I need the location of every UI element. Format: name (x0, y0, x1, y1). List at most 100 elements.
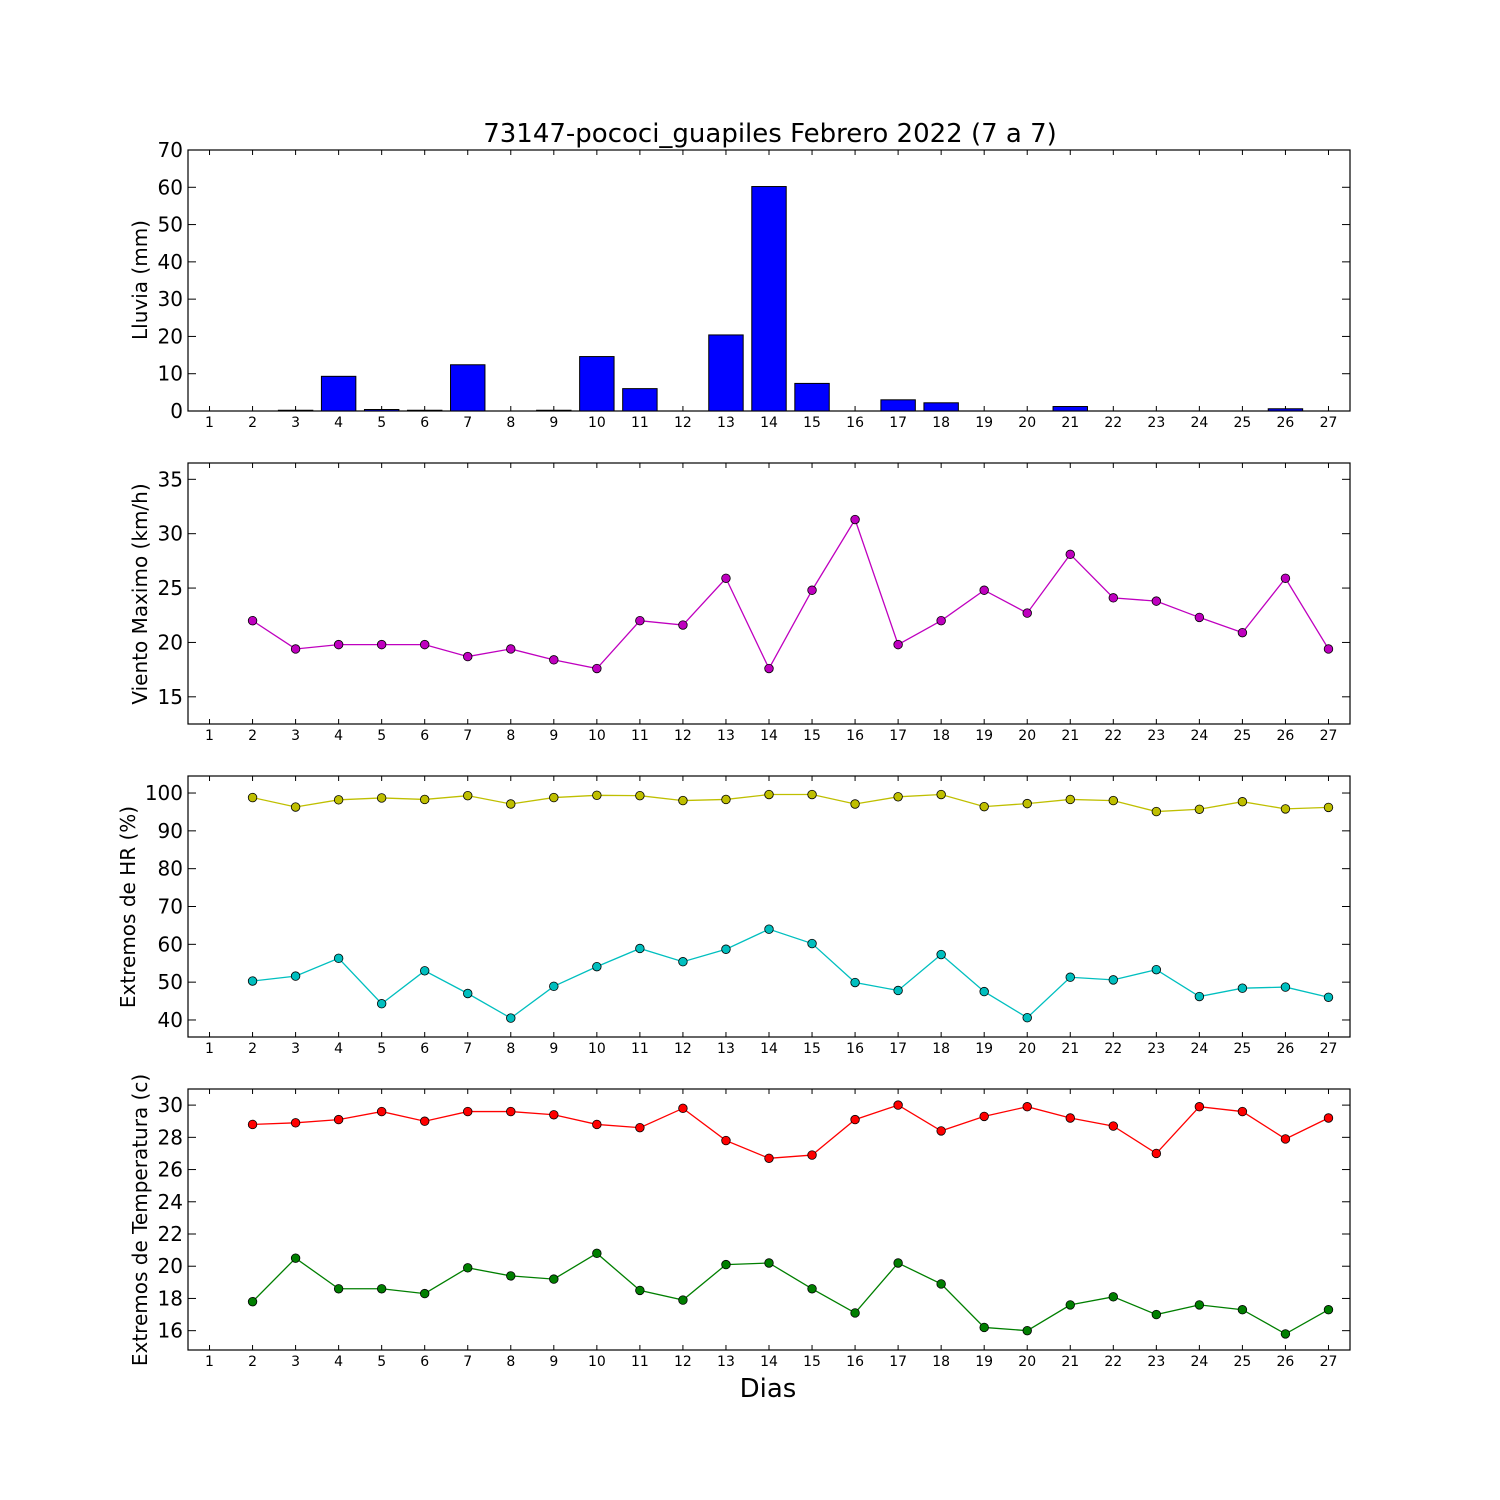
humidity-series-0-point-day-22 (1108, 795, 1118, 806)
rainfall-bar-day-15 (794, 382, 830, 412)
rainfall-ytick-label: 10 (158, 362, 183, 386)
wind-xtick-label: 18 (932, 728, 950, 744)
wind-xtick-label: 5 (377, 728, 386, 744)
temperature-series-1-point-day-19 (979, 1322, 989, 1333)
rainfall-ytick-label: 30 (158, 287, 183, 311)
humidity-xtick-label: 17 (889, 1041, 907, 1057)
rainfall-bar-day-26 (1267, 408, 1304, 412)
wind-series-0-point-day-5 (376, 639, 387, 650)
humidity-series-0-point-day-27 (1323, 802, 1334, 813)
temperature-series-0-point-day-18 (936, 1126, 946, 1136)
humidity-series-0-point-day-6 (420, 794, 430, 805)
rainfall-bar-day-4 (320, 375, 357, 412)
humidity-xtick-label: 6 (420, 1041, 429, 1057)
temperature-series-0-point-day-21 (1065, 1113, 1075, 1123)
humidity-xtick-label: 10 (588, 1041, 606, 1057)
wind-series-0-point-day-2 (247, 615, 258, 626)
humidity-series-1-point-day-21 (1065, 972, 1075, 982)
temperature-series-0-line (252, 1104, 1329, 1159)
temperature-series-1-point-day-21 (1065, 1300, 1075, 1310)
humidity-series-1-point-day-10 (592, 961, 602, 972)
wind-series-0-point-day-3 (290, 644, 301, 654)
humidity-xtick-label: 15 (803, 1041, 821, 1057)
temperature-xtick-label: 19 (975, 1354, 993, 1370)
humidity-series-1-point-day-22 (1108, 975, 1118, 985)
humidity-series-0-point-day-12 (678, 795, 688, 806)
rainfall-xtick-label: 17 (889, 415, 907, 431)
temperature-xtick-label: 4 (334, 1354, 343, 1370)
rainfall-xtick-label: 24 (1190, 415, 1208, 431)
humidity-series-0-point-day-3 (290, 802, 301, 812)
rainfall-ytick-label: 40 (158, 250, 183, 274)
rainfall-bar-day-18 (923, 402, 959, 412)
wind-series-0-point-day-27 (1323, 644, 1334, 654)
temperature-xtick-label: 10 (588, 1354, 606, 1370)
rainfall-xtick-label: 13 (717, 415, 735, 431)
humidity-xtick-label: 24 (1190, 1041, 1208, 1057)
rainfall-xtick-label: 11 (631, 415, 649, 431)
humidity-series-1-point-day-25 (1237, 983, 1248, 993)
wind-xtick-label: 22 (1104, 728, 1122, 744)
temperature-xtick-label: 14 (760, 1354, 778, 1370)
rainfall-ytick-label: 60 (158, 175, 183, 199)
rainfall-bar-day-17 (880, 399, 916, 412)
temperature-series-1-point-day-10 (592, 1248, 602, 1259)
temperature-series-1-point-day-23 (1151, 1309, 1162, 1320)
wind-series-0-point-day-23 (1151, 596, 1162, 606)
temperature-series-0-point-day-23 (1151, 1148, 1162, 1159)
humidity-series-1-point-day-18 (936, 949, 946, 960)
temperature-series-0-point-day-6 (420, 1116, 430, 1126)
temperature-xtick-label: 6 (420, 1354, 429, 1370)
temperature-series-0-point-day-3 (290, 1118, 301, 1128)
temperature-series-1-point-day-11 (635, 1285, 645, 1296)
humidity-series-1-point-day-13 (721, 944, 731, 954)
temperature-series-0-point-day-11 (635, 1122, 645, 1133)
humidity-series-1-point-day-8 (506, 1013, 516, 1023)
temperature-xtick-label: 8 (506, 1354, 515, 1370)
temperature-series-1-point-day-2 (247, 1296, 258, 1307)
wind-xtick-label: 2 (248, 728, 257, 744)
figure-title: 73147-pococi_guapiles Febrero 2022 (7 a … (483, 119, 1057, 149)
temperature-xtick-label: 18 (932, 1354, 950, 1370)
humidity-series-1-point-day-3 (290, 971, 301, 981)
wind-series-0-point-day-13 (721, 573, 731, 583)
rainfall-xtick-label: 9 (549, 415, 558, 431)
wind-series-0-point-day-6 (420, 639, 430, 650)
rainfall-xtick-label: 22 (1104, 415, 1122, 431)
wind-series-0-point-day-10 (592, 663, 602, 674)
temperature-series-0-point-day-24 (1194, 1102, 1205, 1112)
wind-series-0-line (252, 518, 1330, 670)
temperature-series-0-point-day-15 (807, 1150, 817, 1160)
temperature-series-0-point-day-20 (1022, 1102, 1032, 1112)
temperature-series-0-point-day-14 (764, 1153, 774, 1163)
wind-series-0-point-day-14 (764, 663, 774, 674)
rainfall-xtick-label: 5 (377, 415, 386, 431)
humidity-series-0-point-day-5 (376, 793, 387, 803)
wind-xtick-label: 21 (1061, 728, 1079, 744)
rainfall-bar-day-5 (363, 409, 400, 412)
temperature-series-0-point-day-4 (333, 1114, 344, 1125)
temperature-xtick-label: 12 (674, 1354, 692, 1370)
humidity-series-0-point-day-24 (1194, 804, 1205, 814)
temperature-series-1-point-day-6 (420, 1288, 430, 1299)
wind-xtick-label: 15 (803, 728, 821, 744)
temperature-series-1-point-day-13 (721, 1259, 731, 1270)
humidity-series-0-point-day-16 (850, 799, 860, 809)
temperature-series-1-point-day-5 (376, 1284, 387, 1294)
wind-xtick-label: 24 (1190, 728, 1208, 744)
humidity-series-1-point-day-16 (850, 977, 860, 988)
humidity-series-1-point-day-11 (635, 943, 645, 954)
humidity-xtick-label: 3 (291, 1041, 300, 1057)
humidity-series-0-point-day-15 (807, 789, 817, 800)
rainfall-xtick-label: 16 (846, 415, 864, 431)
wind-ytick-label: 25 (158, 576, 183, 600)
rainfall-xtick-label: 21 (1061, 415, 1079, 431)
rainfall-bar-day-21 (1052, 406, 1088, 412)
temperature-xtick-label: 13 (717, 1354, 735, 1370)
temperature-xtick-label: 9 (549, 1354, 558, 1370)
wind-series-0-point-day-22 (1108, 593, 1118, 603)
temperature-xtick-label: 17 (889, 1354, 907, 1370)
temperature-series-1-point-day-12 (678, 1295, 688, 1305)
temperature-series-1-point-day-27 (1323, 1305, 1334, 1315)
humidity-xtick-label: 19 (975, 1041, 993, 1057)
